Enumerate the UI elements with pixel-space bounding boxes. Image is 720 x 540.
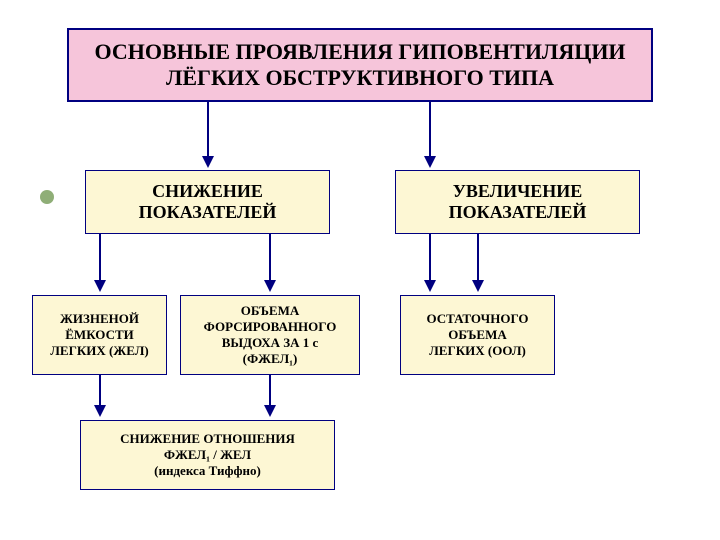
node-fzhel: ОБЪЕМА ФОРСИРОВАННОГО ВЫДОХА ЗА 1 с (ФЖЕ… (180, 295, 360, 375)
node-ool: ОСТАТОЧНОГО ОБЪЕМА ЛЕГКИХ (ООЛ) (400, 295, 555, 375)
zhel-l3: ЛЕГКИХ (ЖЕЛ) (50, 343, 149, 359)
slide-bullet (40, 190, 54, 204)
ool-l2: ОБЪЕМА (448, 327, 507, 343)
zhel-l1: ЖИЗНЕНОЙ (60, 311, 139, 327)
title-box: ОСНОВНЫЕ ПРОЯВЛЕНИЯ ГИПОВЕНТИЛЯЦИИ ЛЁГКИ… (67, 28, 653, 102)
fzhel-l1: ОБЪЕМА (241, 303, 300, 319)
title-line2: ЛЁГКИХ ОБСТРУКТИВНОГО ТИПА (166, 65, 554, 91)
fzhel-l2: ФОРСИРОВАННОГО (204, 319, 337, 335)
node-decrease: СНИЖЕНИЕ ПОКАЗАТЕЛЕЙ (85, 170, 330, 234)
node-decrease-l1: СНИЖЕНИЕ (152, 181, 263, 202)
zhel-l2: ЁМКОСТИ (65, 327, 134, 343)
title-line1: ОСНОВНЫЕ ПРОЯВЛЕНИЯ ГИПОВЕНТИЛЯЦИИ (94, 39, 625, 65)
ool-l1: ОСТАТОЧНОГО (426, 311, 528, 327)
fzhel-l3: ВЫДОХА ЗА 1 с (222, 335, 319, 351)
node-zhel: ЖИЗНЕНОЙ ЁМКОСТИ ЛЕГКИХ (ЖЕЛ) (32, 295, 167, 375)
tiffno-l2: ФЖЕЛ₁ / ЖЕЛ (164, 447, 251, 463)
fzhel-l4: (ФЖЕЛ₁) (243, 351, 298, 367)
node-tiffno: СНИЖЕНИЕ ОТНОШЕНИЯ ФЖЕЛ₁ / ЖЕЛ (индекса … (80, 420, 335, 490)
node-increase: УВЕЛИЧЕНИЕ ПОКАЗАТЕЛЕЙ (395, 170, 640, 234)
ool-l3: ЛЕГКИХ (ООЛ) (429, 343, 526, 359)
node-decrease-l2: ПОКАЗАТЕЛЕЙ (139, 202, 277, 223)
tiffno-l1: СНИЖЕНИЕ ОТНОШЕНИЯ (120, 431, 295, 447)
node-increase-l1: УВЕЛИЧЕНИЕ (453, 181, 583, 202)
tiffno-l3: (индекса Тиффно) (154, 463, 261, 479)
node-increase-l2: ПОКАЗАТЕЛЕЙ (449, 202, 587, 223)
